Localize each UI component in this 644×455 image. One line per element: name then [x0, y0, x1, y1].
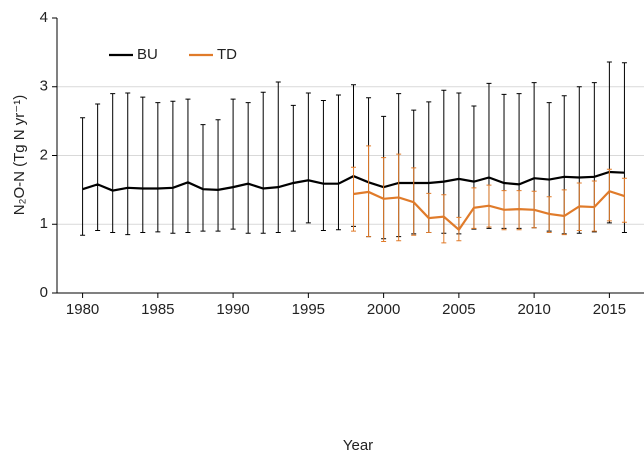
legend-label: TD: [217, 46, 237, 63]
error-bar: [320, 100, 326, 231]
series-line: [353, 189, 625, 232]
x-tick-label: 2015: [593, 301, 626, 318]
x-tick-label: 1980: [66, 301, 99, 318]
error-bar: [215, 119, 221, 232]
error-bar: [290, 104, 296, 232]
error-bar: [275, 81, 281, 233]
y-axis-label: N₂O-N (Tg N yr⁻¹): [11, 95, 28, 215]
x-tick-label: 1990: [216, 301, 249, 318]
error-bar: [305, 92, 311, 224]
error-bar: [140, 96, 146, 233]
error-bar: [80, 117, 86, 236]
x-axis-label: Year: [343, 437, 373, 454]
error-bar: [110, 93, 116, 233]
error-bar: [621, 177, 627, 223]
error-bar: [335, 94, 341, 231]
x-tick-label: 2000: [367, 301, 400, 318]
y-tick-label: 1: [40, 215, 48, 232]
error-bar: [170, 100, 176, 234]
error-bar: [200, 124, 206, 232]
error-bar: [185, 98, 191, 233]
error-bar: [561, 189, 567, 236]
y-tick-label: 0: [40, 284, 48, 301]
x-tick-label: 2005: [442, 301, 475, 318]
x-tick-label: 2010: [517, 301, 550, 318]
x-tick-label: 1985: [141, 301, 174, 318]
error-bar: [441, 194, 447, 244]
legend-label: BU: [137, 46, 158, 63]
error-bar: [606, 168, 612, 222]
error-bar: [95, 103, 101, 231]
error-bar: [245, 102, 251, 234]
error-bar: [230, 98, 236, 230]
error-bar: [351, 166, 357, 232]
error-bar: [155, 102, 161, 233]
x-tick-label: 1995: [292, 301, 325, 318]
error-bar: [260, 91, 266, 234]
y-tick-label: 2: [40, 146, 48, 163]
error-bar: [456, 92, 462, 235]
y-tick-label: 3: [40, 78, 48, 95]
y-tick-label: 4: [40, 9, 48, 26]
error-bar: [426, 192, 432, 233]
error-bar: [125, 92, 131, 236]
